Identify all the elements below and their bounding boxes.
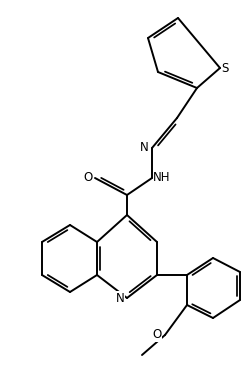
Text: N: N — [115, 291, 124, 304]
Text: N: N — [139, 141, 148, 154]
Text: S: S — [220, 62, 228, 75]
Text: O: O — [152, 328, 161, 342]
Text: O: O — [83, 171, 92, 184]
Text: NH: NH — [153, 171, 170, 184]
